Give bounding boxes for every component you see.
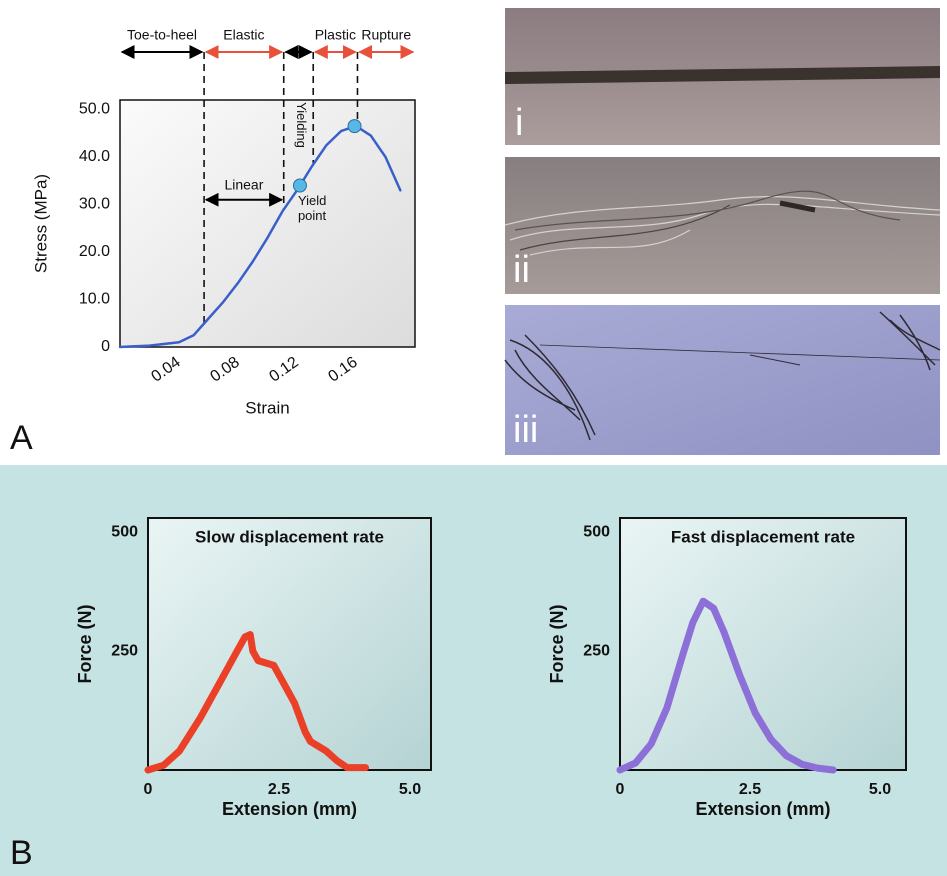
y-axis-label: Force (N) <box>547 604 567 683</box>
x-tick-label: 0.04 <box>148 354 183 386</box>
y-tick-label: 10.0 <box>79 291 110 308</box>
linear-label: Linear <box>224 176 263 192</box>
y-tick-label: 30.0 <box>79 196 110 213</box>
y-axis-label: Force (N) <box>75 604 95 683</box>
phase-label: Yielding <box>294 102 309 148</box>
x-tick-label: 5.0 <box>869 781 891 798</box>
panel-label: B <box>10 834 33 872</box>
plot-area <box>119 99 416 348</box>
x-tick-label: 0.16 <box>325 354 360 386</box>
chart: 0 10.0 20.0 30.0 40.0 50.0 0.04 0.08 0.12 0.16 Str… <box>31 27 416 417</box>
photo-iii <box>504 305 941 455</box>
phase-label: Plastic <box>315 27 356 43</box>
y-tick-label: 20.0 <box>79 243 110 260</box>
image-label: ii <box>513 249 530 291</box>
phase-label: Toe-to-heel <box>127 27 197 43</box>
image-label: iii <box>513 409 538 451</box>
chart-title: Fast displacement rate <box>671 527 855 546</box>
y-tick-label: 500 <box>583 523 610 540</box>
phase-label: Rupture <box>361 27 411 43</box>
y-tick-label: 250 <box>583 642 610 659</box>
line-series <box>144 631 369 774</box>
x-tick-label: 0.08 <box>207 354 242 386</box>
image-label: i <box>515 102 523 144</box>
x-tick-label: 0 <box>616 781 625 798</box>
y-tick-label: 250 <box>111 642 138 659</box>
x-axis-label: Extension (mm) <box>695 799 830 819</box>
marker-label: Yield point <box>297 192 327 223</box>
y-tick-label: 50.0 <box>79 101 110 118</box>
y-tick-label: 40.0 <box>79 148 110 165</box>
point-marker <box>292 178 307 193</box>
photo-i <box>505 8 940 145</box>
y-axis-label: Stress (MPa) <box>31 174 50 273</box>
photo-ii <box>504 157 941 294</box>
panel-label: A <box>10 419 33 457</box>
x-tick-label: 0.12 <box>266 354 301 386</box>
x-tick-label: 2.5 <box>268 781 290 798</box>
x-tick-label: 2.5 <box>739 781 761 798</box>
chart-title: Slow displacement rate <box>195 527 384 546</box>
x-tick-label: 0 <box>144 781 153 798</box>
marker-label-box: Yield point <box>297 192 327 223</box>
point-marker <box>347 119 362 134</box>
y-tick-label: 500 <box>111 523 138 540</box>
y-tick-label: 0 <box>101 338 110 355</box>
chart: 250 500 0 2.5 5.0 Extension (mm) Force (N) Slow… <box>75 517 432 819</box>
x-axis-label: Strain <box>245 398 289 417</box>
x-tick-label: 5.0 <box>399 781 421 798</box>
line-series <box>616 597 837 774</box>
chart: 250 500 0 2.5 5.0 Extension (mm) Force (N) Fast… <box>547 517 907 819</box>
phase-label: Elastic <box>223 27 264 43</box>
x-axis-label: Extension (mm) <box>222 799 357 819</box>
